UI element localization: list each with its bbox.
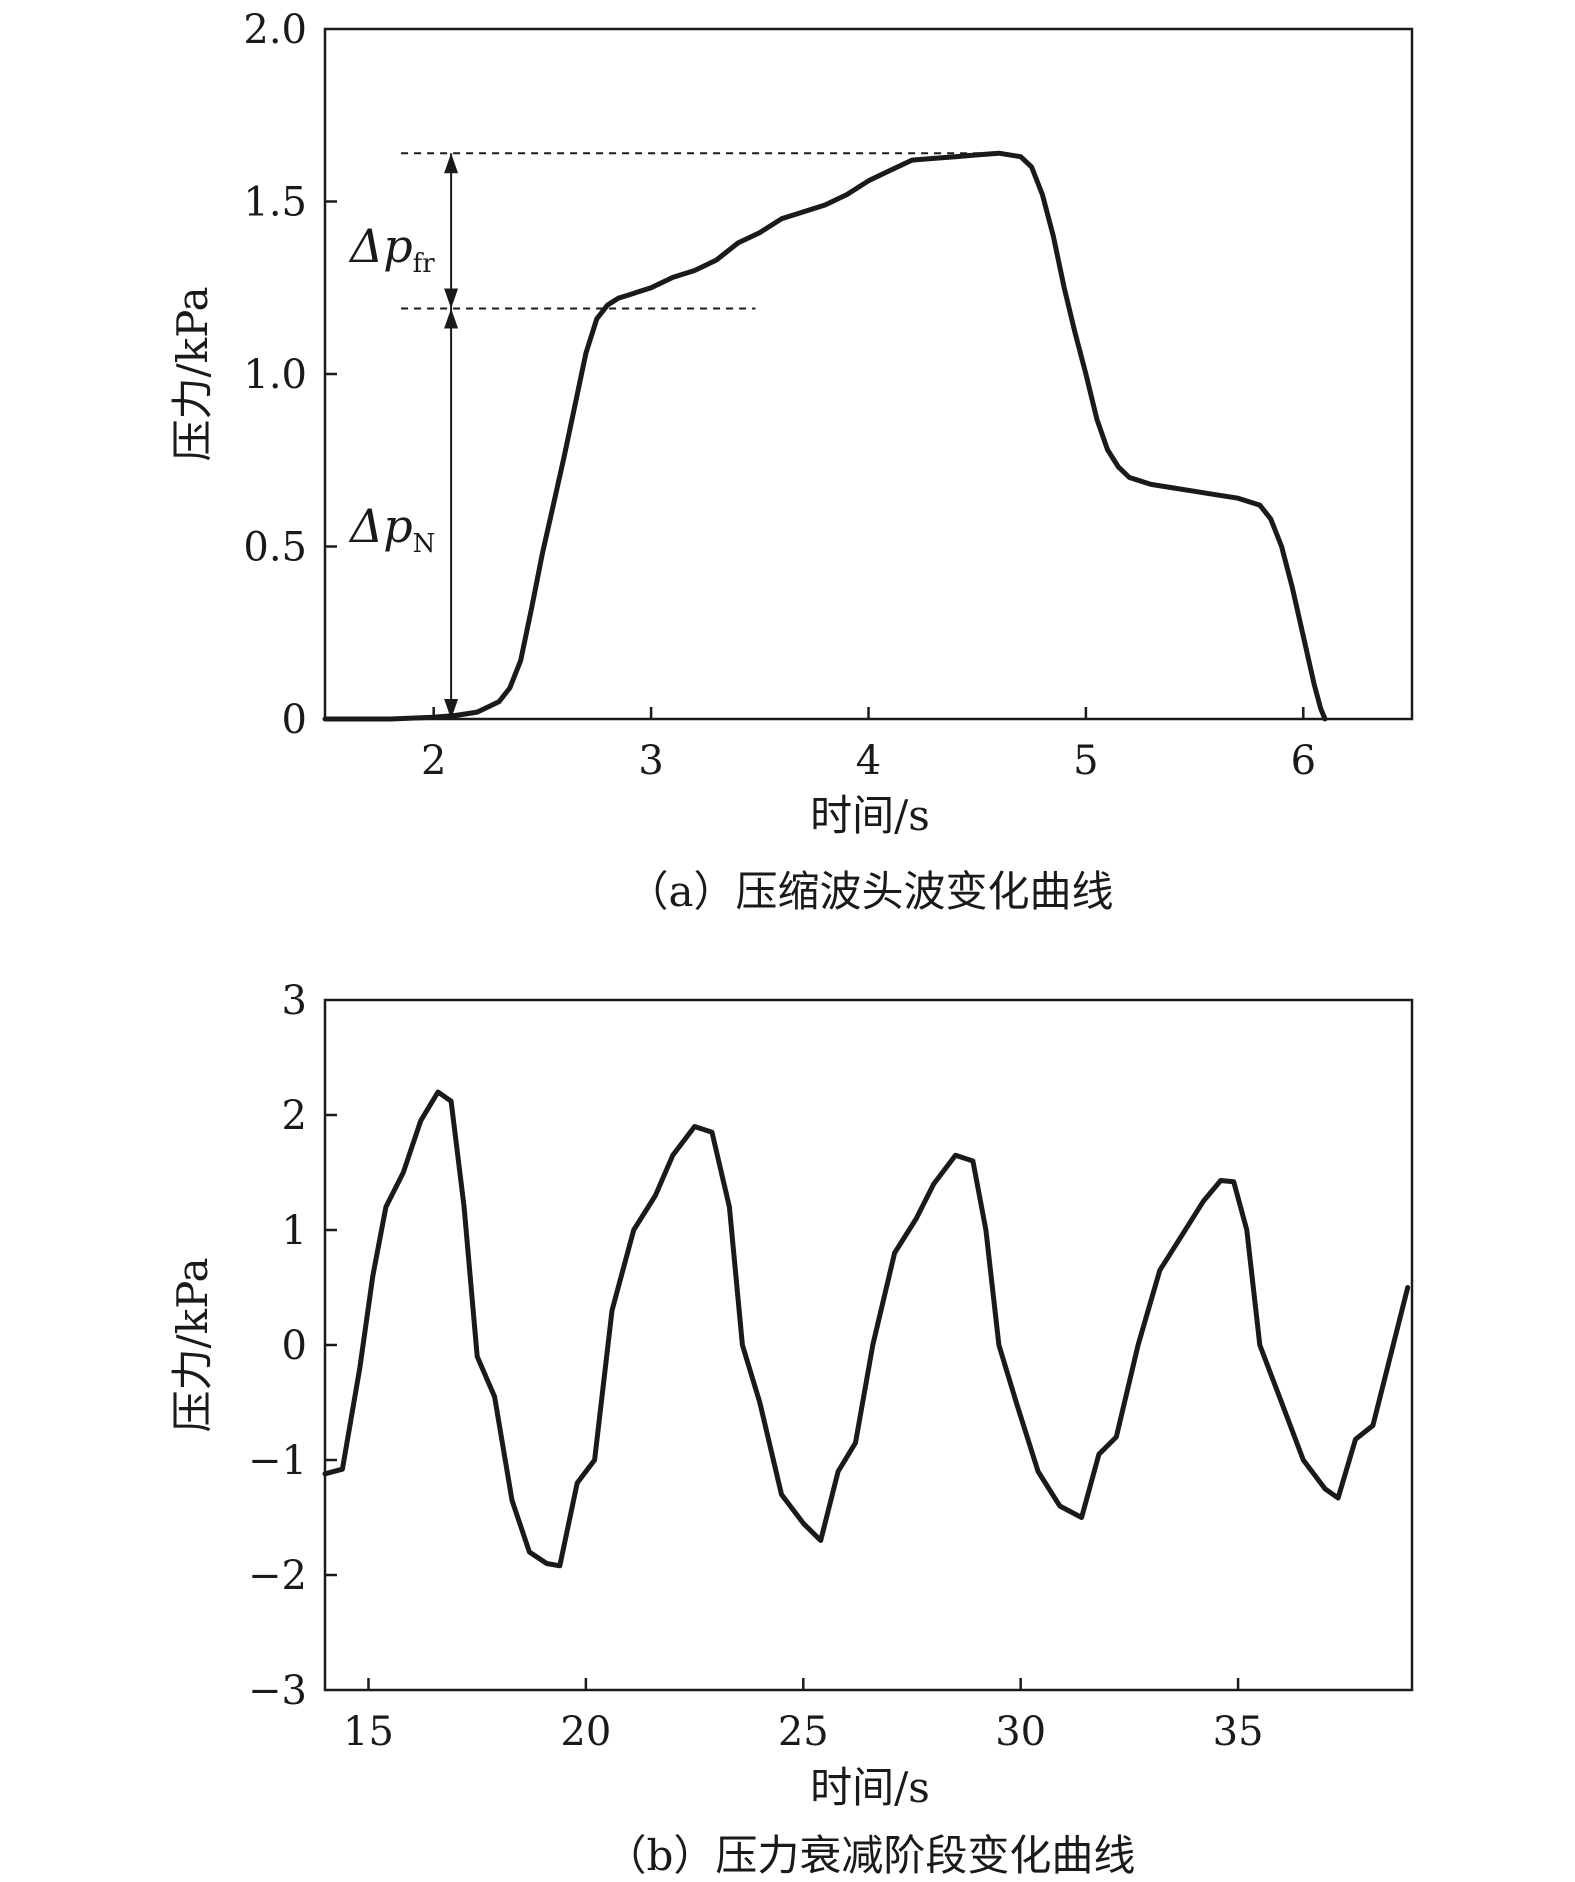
caption-a: （a）压缩波头波变化曲线 bbox=[626, 867, 1113, 916]
y-tick-label-b: 3 bbox=[282, 978, 307, 1024]
annotations-a: Δpfr ΔpN bbox=[348, 152, 989, 719]
x-tick-label-b: 30 bbox=[995, 1709, 1046, 1755]
y-tick-label-b: 1 bbox=[282, 1208, 307, 1254]
x-tick-label-b: 20 bbox=[560, 1709, 611, 1755]
y-tick-label-b: 0 bbox=[282, 1323, 307, 1369]
delta-p-n-label: ΔpN bbox=[348, 499, 435, 559]
x-tick-label-a: 3 bbox=[638, 738, 663, 784]
x-tick-label-b: 15 bbox=[343, 1709, 394, 1755]
y-tick-label-b: 2 bbox=[282, 1093, 307, 1139]
caption-b: （b）压力衰减阶段变化曲线 bbox=[605, 1831, 1136, 1880]
y-axis-title-b: 压力/kPa bbox=[168, 1257, 217, 1432]
delta-p-n-arrowhead-top bbox=[444, 308, 459, 329]
x-tick-label-a: 5 bbox=[1073, 738, 1098, 784]
delta-p-fr-arrowhead-bottom bbox=[444, 288, 459, 309]
x-tick-label-a: 6 bbox=[1291, 738, 1316, 784]
pressure-curve-a bbox=[322, 150, 1328, 722]
x-tick-label-a: 2 bbox=[421, 738, 446, 784]
y-tick-label-a: 0 bbox=[282, 697, 307, 743]
y-tick-label-a: 0.5 bbox=[243, 525, 307, 571]
x-axis-a: 2 3 4 5 6 bbox=[421, 707, 1316, 784]
y-axis-a: 0 0.5 1.0 1.5 2.0 bbox=[243, 7, 337, 743]
delta-p-n-arrowhead-bottom bbox=[444, 699, 459, 719]
delta-p-fr-label: Δpfr bbox=[348, 219, 435, 279]
delta-p-n-subscript: N bbox=[413, 529, 436, 559]
y-tick-label-b: −3 bbox=[248, 1668, 307, 1714]
y-tick-label-b: −1 bbox=[248, 1438, 307, 1484]
x-tick-label-b: 35 bbox=[1213, 1709, 1264, 1755]
y-axis-title-a: 压力/kPa bbox=[168, 286, 217, 461]
y-tick-label-a: 1.0 bbox=[243, 352, 307, 398]
x-axis-title-b: 时间/s bbox=[810, 1763, 930, 1812]
pressure-curve-b bbox=[322, 1089, 1411, 1569]
delta-p-fr-arrowhead-top bbox=[444, 153, 459, 174]
y-tick-label-a: 1.5 bbox=[243, 180, 307, 226]
y-tick-label-b: −2 bbox=[248, 1553, 307, 1599]
panel-b-pressure-decay-chart: 15 20 25 30 35 −3 −2 −1 0 1 2 3 时间/s 压力/kPa （b）压力衰… bbox=[168, 978, 1414, 1880]
x-axis-title-a: 时间/s bbox=[810, 791, 930, 840]
plot-frame-b bbox=[323, 998, 1414, 1692]
x-axis-b: 15 20 25 30 35 bbox=[343, 1678, 1264, 1755]
x-tick-label-a: 4 bbox=[856, 738, 881, 784]
plot-frame-a bbox=[323, 27, 1414, 721]
delta-p-fr-subscript: fr bbox=[413, 249, 436, 279]
x-tick-label-b: 25 bbox=[778, 1709, 829, 1755]
y-tick-label-a: 2.0 bbox=[243, 7, 307, 53]
y-axis-b: −3 −2 −1 0 1 2 3 bbox=[248, 978, 337, 1714]
